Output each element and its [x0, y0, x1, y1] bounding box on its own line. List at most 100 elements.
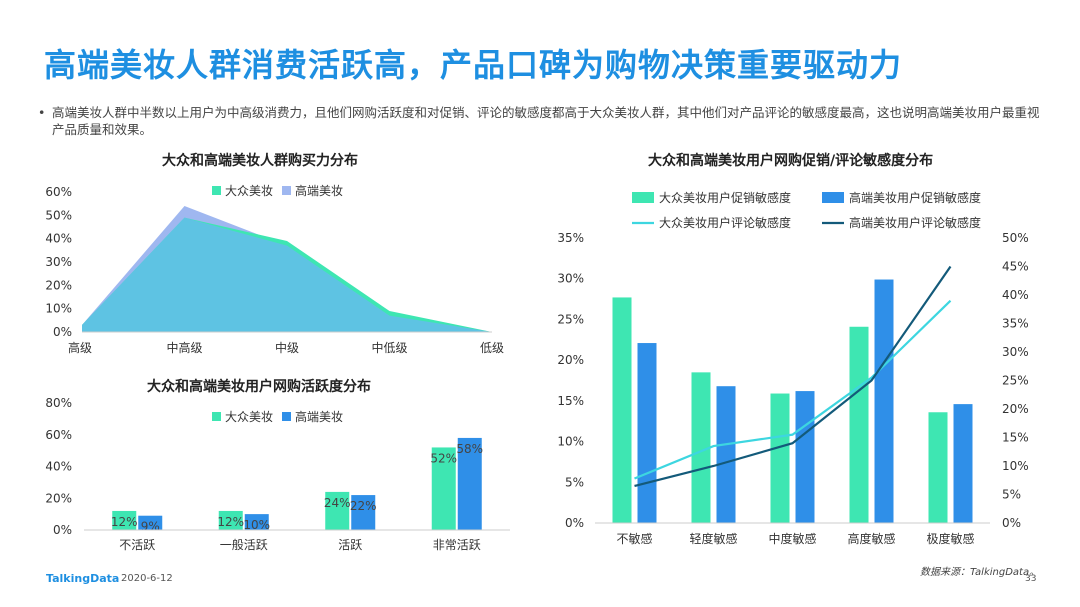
chart1-x-tick: 高级 — [68, 340, 92, 355]
chart3-bar — [770, 393, 790, 523]
chart3-y-right-tick: 10% — [1002, 459, 1029, 473]
chart2-x-tick: 不活跃 — [119, 538, 155, 552]
chart3-x-tick: 高度敏感 — [847, 531, 895, 546]
chart3-line — [634, 265, 952, 488]
chart3-y-left-tick: 25% — [557, 312, 584, 326]
page-number: 33 — [1025, 574, 1037, 584]
chart1-title: 大众和高端美妆人群购买力分布 — [162, 153, 358, 169]
chart3-bar — [795, 391, 815, 523]
chart3-sensitivity: 0% 5% 10% 15% 20% 25% 30% 35% 0% 5% 10% 15% 20% 25% 30… — [557, 190, 1029, 546]
chart1-y-tick: 30% — [45, 255, 72, 269]
chart2-data-label: 24% — [324, 496, 351, 510]
chart2-data-label: 52% — [430, 451, 457, 465]
chart1-x-tick: 中高级 — [166, 340, 202, 355]
chart3-y-right-tick: 5% — [1002, 488, 1021, 502]
chart3-legend-label: 大众美妆用户评论敏感度 — [659, 215, 791, 230]
chart3-y-right-tick: 30% — [1002, 345, 1029, 359]
chart1-legend-label: 大众美妆 — [225, 184, 273, 198]
chart2-y-tick: 20% — [45, 491, 72, 505]
chart3-x-tick: 极度敏感 — [926, 531, 974, 546]
chart2-y-tick: 0% — [53, 523, 72, 537]
chart3-bar — [716, 386, 736, 523]
chart2-x-tick: 活跃 — [338, 538, 362, 552]
chart3-bar — [691, 372, 711, 523]
chart2-bar — [112, 510, 137, 530]
chart1-area-overlap — [82, 217, 492, 332]
chart1-y-tick: 10% — [45, 302, 72, 316]
chart3-bar — [849, 326, 869, 523]
chart3-line — [634, 299, 952, 480]
chart2-data-label: 12% — [217, 515, 244, 529]
chart3-x-tick: 中度敏感 — [768, 531, 816, 546]
chart1-y-tick: 50% — [45, 208, 72, 222]
footer-logo: TalkingData — [46, 572, 120, 585]
footer-date: 2020-6-12 — [121, 573, 173, 584]
chart3-y-left-tick: 35% — [557, 231, 584, 245]
chart3-bar — [612, 297, 632, 523]
chart1-x-tick: 中级 — [275, 340, 299, 355]
chart3-legend-label: 大众美妆用户促销敏感度 — [659, 190, 791, 205]
chart2-y-tick: 80% — [45, 396, 72, 410]
chart2-bar — [325, 491, 350, 530]
chart2-legend-swatch — [282, 412, 291, 421]
chart3-y-left-tick: 10% — [557, 435, 584, 449]
chart2-bar — [244, 514, 269, 530]
chart3-bar — [928, 412, 948, 523]
chart3-bar — [637, 343, 657, 523]
chart2-data-label: 9% — [141, 520, 160, 534]
chart3-y-right-tick: 45% — [1002, 260, 1029, 274]
chart3-legend-label: 高端美妆用户评论敏感度 — [849, 215, 981, 230]
chart1-x-tick: 低级 — [480, 341, 504, 355]
chart2-legend-label: 高端美妆 — [295, 409, 343, 424]
chart3-legend-swatch — [632, 192, 654, 203]
chart2-data-label: 22% — [350, 499, 377, 513]
chart2-bar — [431, 447, 456, 530]
chart3-y-left-tick: 30% — [557, 272, 584, 286]
chart3-bar — [874, 279, 894, 523]
page-title: 高端美妆人群消费活跃高，产品口碑为购物决策重要驱动力 — [44, 46, 903, 84]
chart2-data-label: 10% — [243, 518, 270, 532]
chart3-bar — [953, 404, 973, 523]
chart3-y-left-tick: 20% — [557, 353, 584, 367]
chart2-x-tick: 非常活跃 — [433, 538, 481, 552]
chart1-legend-swatch — [282, 186, 291, 195]
chart2-bar — [457, 437, 482, 530]
chart3-legend-swatch — [822, 192, 844, 203]
bullet-dot: • — [38, 105, 46, 120]
chart2-data-label: 12% — [111, 515, 138, 529]
chart3-y-right-tick: 50% — [1002, 231, 1029, 245]
chart3-y-left-tick: 0% — [565, 516, 584, 530]
chart3-y-right-tick: 35% — [1002, 317, 1029, 331]
summary-body: 高端美妆人群中半数以上用户为中高级消费力，且他们网购活跃度和对促销、评论的敏感度… — [52, 105, 1040, 137]
chart2-bar — [351, 495, 376, 530]
chart3-y-left-tick: 5% — [565, 475, 584, 489]
chart2-legend-label: 大众美妆 — [225, 410, 273, 424]
chart1-legend-swatch — [212, 186, 221, 195]
chart3-x-tick: 不敏感 — [616, 531, 652, 546]
chart2-bar — [218, 510, 243, 530]
chart2-title: 大众和高端美妆用户网购活跃度分布 — [147, 379, 371, 395]
chart3-y-left-tick: 15% — [557, 394, 584, 408]
chart2-x-tick: 一般活跃 — [220, 537, 268, 552]
chart2-y-tick: 60% — [45, 428, 72, 442]
chart1-x-tick: 中低级 — [371, 340, 407, 355]
chart2-legend-swatch — [212, 412, 221, 421]
chart2-bar — [138, 515, 163, 530]
chart3-y-right-tick: 0% — [1002, 516, 1021, 530]
chart3-y-right-tick: 25% — [1002, 374, 1029, 388]
chart2-y-tick: 40% — [45, 460, 72, 474]
chart3-y-right-tick: 20% — [1002, 402, 1029, 416]
chart3-title: 大众和高端美妆用户网购促销/评论敏感度分布 — [648, 153, 934, 169]
chart1-y-tick: 60% — [45, 185, 72, 199]
chart3-y-right-tick: 40% — [1002, 288, 1029, 302]
footer-source: 数据来源：TalkingData。 — [920, 567, 1040, 578]
chart1-y-tick: 40% — [45, 232, 72, 246]
chart3-x-tick: 轻度敏感 — [689, 531, 737, 546]
chart3-y-right-tick: 15% — [1002, 431, 1029, 445]
chart1-y-tick: 0% — [53, 325, 72, 339]
summary-text: • 高端美妆人群中半数以上用户为中高级消费力，且他们网购活跃度和对促销、评论的敏… — [38, 104, 1047, 138]
chart3-legend-label: 高端美妆用户促销敏感度 — [849, 190, 981, 205]
chart2-data-label: 58% — [456, 442, 483, 456]
chart1-y-tick: 20% — [45, 278, 72, 292]
